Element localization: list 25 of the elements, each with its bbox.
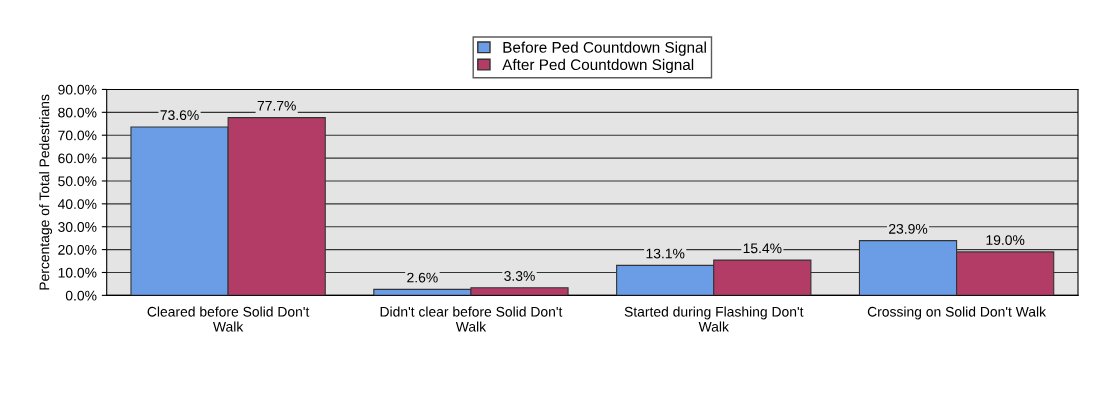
y-tick-label: 70.0% xyxy=(58,130,97,141)
y-tick-label: 10.0% xyxy=(58,267,97,278)
x-tick-label: Didn't clear before Solid Don't Walk xyxy=(380,306,563,332)
data-label: 2.6% xyxy=(407,272,438,283)
data-label: 77.7% xyxy=(257,100,296,111)
data-label: 15.4% xyxy=(743,243,782,254)
data-label: 13.1% xyxy=(646,248,685,259)
y-tick-label: 40.0% xyxy=(57,199,97,210)
y-tick-label: 90.0% xyxy=(58,84,97,95)
data-label: 73.6% xyxy=(160,110,199,121)
y-tick-label: 20.0% xyxy=(58,244,97,255)
legend-label: Before Ped Countdown Signal xyxy=(503,41,706,56)
data-label: 3.3% xyxy=(504,271,535,281)
y-tick-label: 30.0% xyxy=(58,222,97,232)
data-label: 19.0% xyxy=(986,235,1025,245)
data-label: 23.9% xyxy=(889,223,928,234)
y-tick-label: 50.0% xyxy=(58,176,97,187)
x-tick-label: Cleared before Solid Don't Walk xyxy=(147,306,310,332)
y-tick-label: 0.0% xyxy=(65,290,97,301)
legend-label: After Ped Countdown Signal xyxy=(502,58,694,74)
x-tick-label: Crossing on Solid Don't Walk xyxy=(867,306,1047,320)
y-tick-label: 60.0% xyxy=(58,153,97,164)
x-tick-label: Started during Flashing Don't Walk xyxy=(624,306,804,332)
y-axis-title: Percentage of Total Pedestrians xyxy=(39,94,53,290)
y-tick-label: 80.0% xyxy=(58,107,97,118)
